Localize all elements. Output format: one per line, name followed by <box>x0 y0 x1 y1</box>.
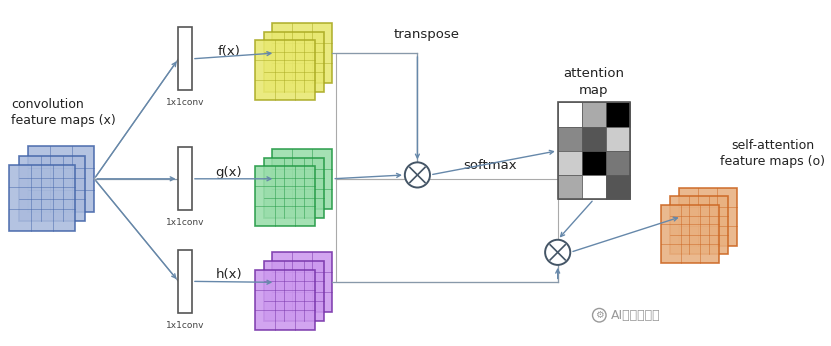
Bar <box>255 270 315 330</box>
Bar <box>179 147 192 210</box>
Text: f(x): f(x) <box>218 45 240 57</box>
Bar <box>582 175 606 199</box>
Bar <box>558 102 582 127</box>
Bar <box>263 261 323 321</box>
Text: transpose: transpose <box>393 28 460 41</box>
Bar <box>9 165 75 231</box>
Text: softmax: softmax <box>463 159 517 172</box>
Bar <box>606 102 630 127</box>
Bar <box>606 151 630 175</box>
Bar <box>558 175 582 199</box>
Text: self-attention
feature maps (o): self-attention feature maps (o) <box>720 139 825 168</box>
Bar <box>670 196 728 254</box>
Bar <box>582 102 606 127</box>
Bar <box>273 252 332 312</box>
Bar <box>179 250 192 313</box>
Bar <box>606 127 630 151</box>
Text: AI算法修炼营: AI算法修炼营 <box>611 309 661 322</box>
Text: ⚙: ⚙ <box>595 310 603 320</box>
Bar <box>582 151 606 175</box>
Text: h(x): h(x) <box>215 268 242 281</box>
Bar <box>336 53 417 179</box>
Bar <box>582 127 606 151</box>
Bar <box>263 32 323 92</box>
Text: map: map <box>579 84 609 97</box>
Bar <box>273 23 332 83</box>
Bar <box>255 166 315 226</box>
Bar <box>606 175 630 199</box>
Bar <box>255 40 315 100</box>
Bar <box>273 149 332 209</box>
Bar <box>558 102 630 199</box>
Text: 1x1conv: 1x1conv <box>166 218 204 227</box>
Text: attention: attention <box>563 67 624 80</box>
Bar <box>179 27 192 90</box>
Text: 1x1conv: 1x1conv <box>166 320 204 329</box>
Circle shape <box>545 240 570 265</box>
Bar <box>661 205 720 263</box>
Text: convolution
feature maps (x): convolution feature maps (x) <box>11 98 116 127</box>
Text: 1x1conv: 1x1conv <box>166 98 204 107</box>
Bar <box>263 157 323 218</box>
Bar <box>679 188 736 246</box>
Bar <box>558 151 582 175</box>
Bar <box>28 146 94 212</box>
Bar <box>19 156 85 221</box>
Bar <box>558 127 582 151</box>
Bar <box>336 179 558 282</box>
Text: g(x): g(x) <box>215 165 242 179</box>
Circle shape <box>405 162 430 188</box>
